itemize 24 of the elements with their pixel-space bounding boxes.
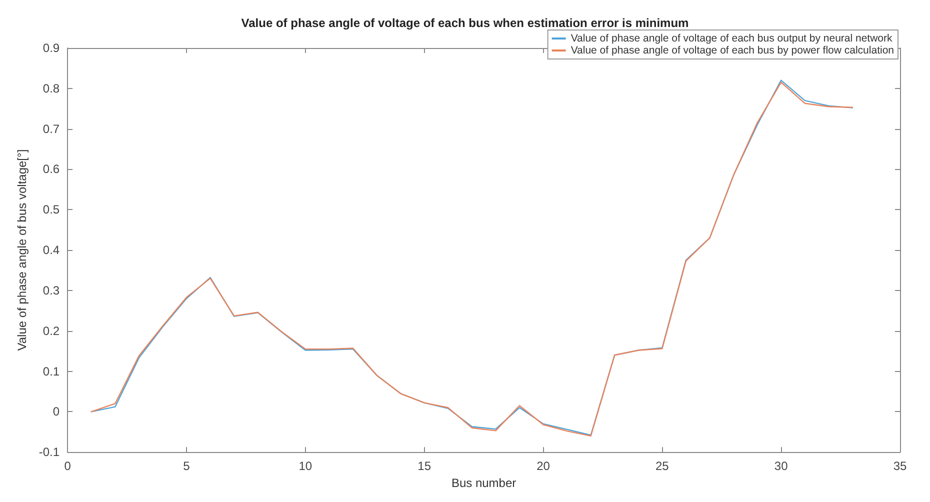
x-tick-label: 15 (418, 459, 432, 474)
x-tick-label: 20 (536, 459, 550, 474)
y-tick-label: 0.6 (42, 162, 60, 176)
x-tick-label: 5 (183, 459, 190, 474)
y-tick-label: 0.5 (42, 202, 60, 217)
y-tick-label: 0 (52, 404, 60, 419)
y-tick-label: 0.9 (42, 41, 60, 55)
y-axis-title: Value of phase angle of bus voltage[°] (15, 149, 29, 351)
x-tick-label: 25 (655, 459, 670, 474)
y-tick-label: -0.1 (38, 445, 60, 460)
y-tick-label: 0.4 (42, 243, 60, 258)
x-axis-title: Bus number (451, 476, 516, 490)
y-tick-label: 0.2 (42, 324, 60, 338)
y-tick-label: 0.7 (42, 122, 60, 136)
legend-label: Value of phase angle of voltage of each bus by power flow calculation (570, 44, 894, 56)
x-tick-label: 35 (893, 459, 907, 474)
chart-title: Value of phase angle of voltage of each bus when estimation error is minimum (241, 16, 689, 30)
x-tick-label: 10 (298, 459, 312, 474)
legend-label: Value of phase angle of voltage of each bus output by neural network (570, 32, 894, 44)
x-tick-label: 30 (774, 459, 788, 474)
y-tick-label: 0.8 (42, 81, 60, 96)
x-tick-label: 0 (64, 459, 72, 474)
y-tick-label: 0.3 (42, 283, 60, 298)
y-tick-label: 0.1 (42, 364, 60, 378)
